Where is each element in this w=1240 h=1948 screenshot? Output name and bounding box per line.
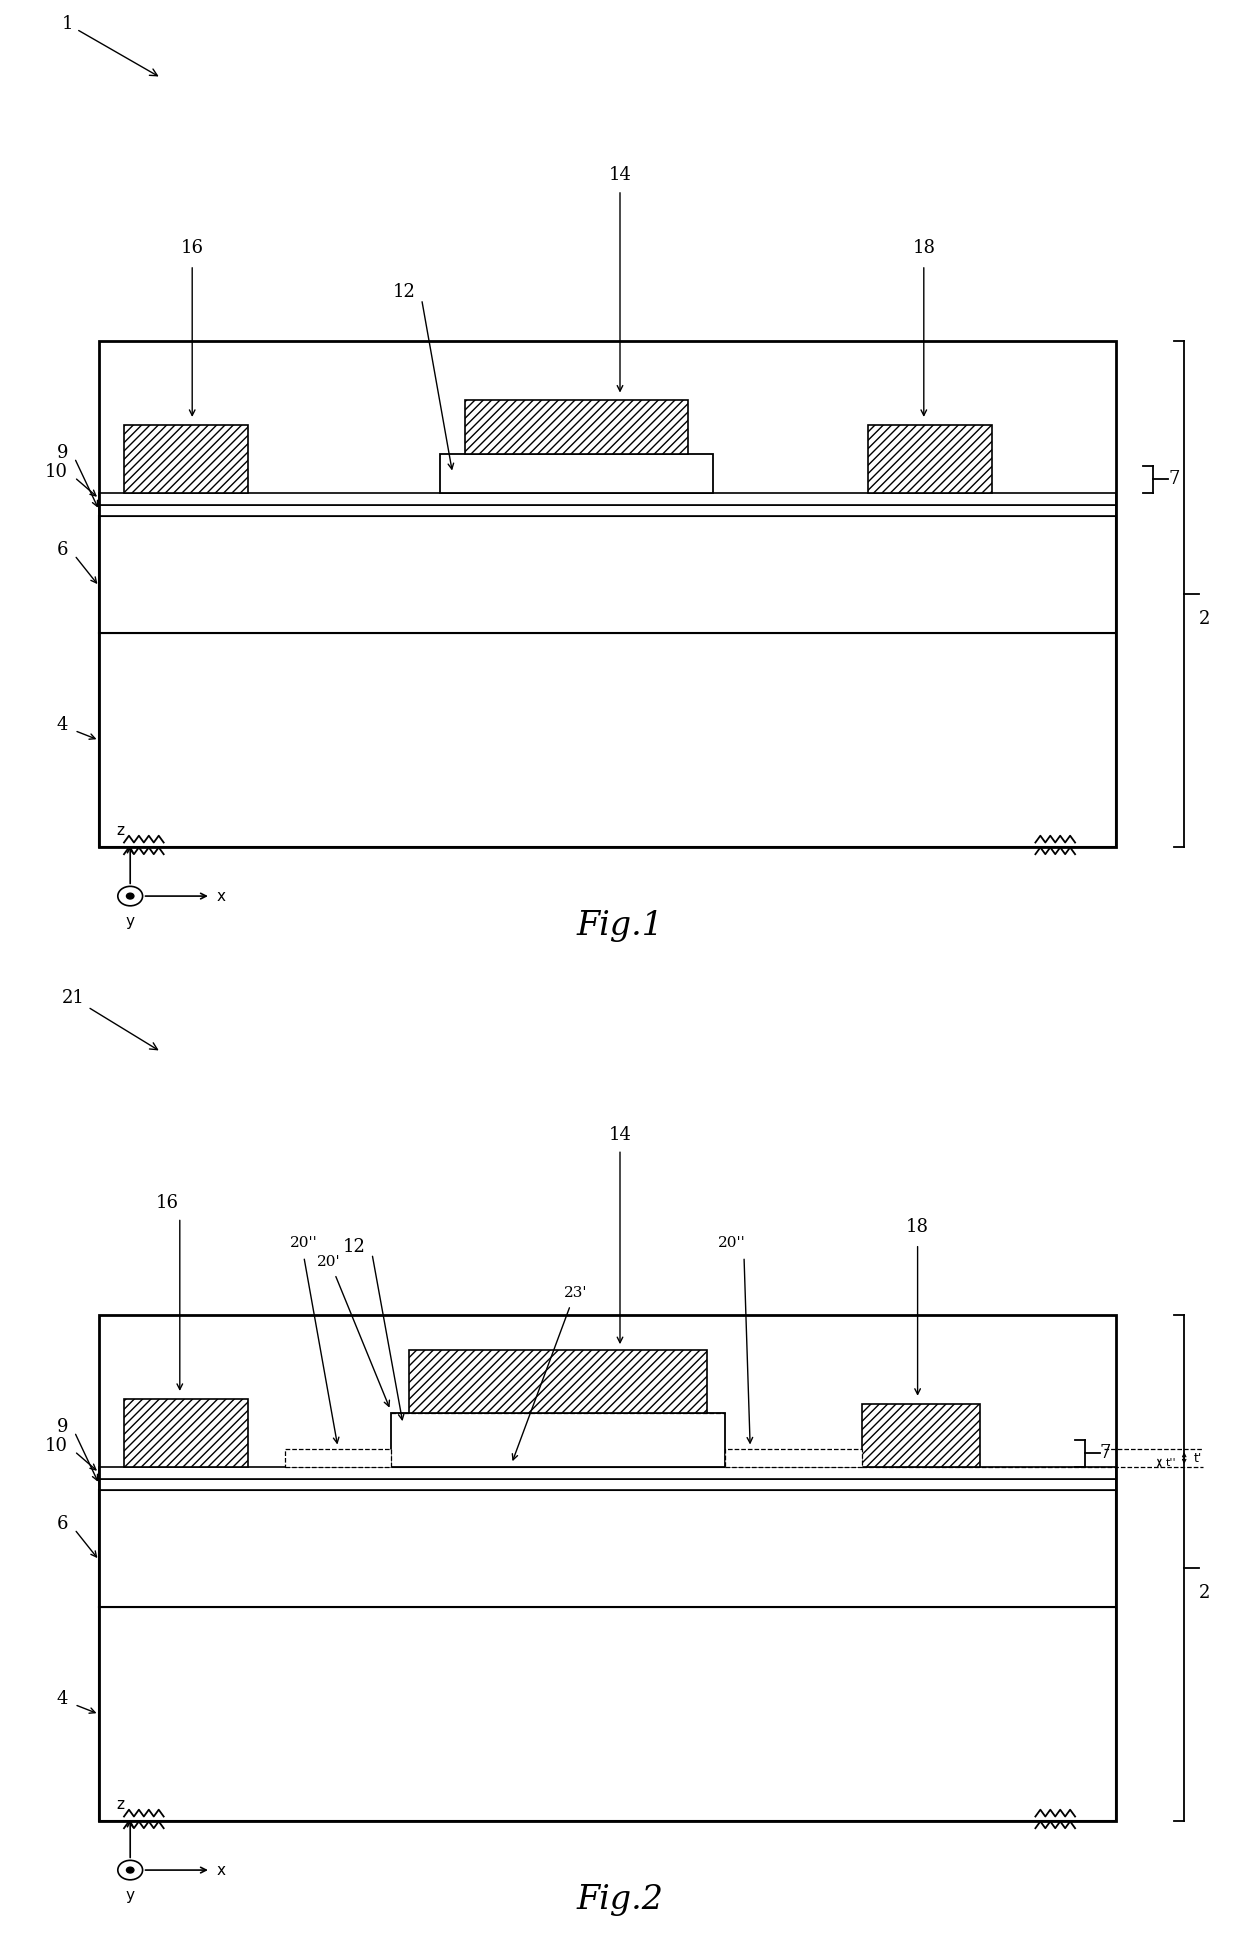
Text: 2: 2 [1199, 1584, 1210, 1603]
Circle shape [126, 892, 134, 898]
Bar [99, 341, 1116, 847]
Bar [409, 1350, 707, 1414]
Bar [99, 1479, 1116, 1490]
Text: y: y [125, 914, 135, 929]
Bar [440, 454, 713, 493]
Text: 10: 10 [45, 1438, 68, 1455]
Text: 6: 6 [57, 542, 68, 559]
Bar [99, 1467, 1116, 1479]
Text: x: x [217, 1862, 226, 1878]
Bar [99, 505, 1116, 516]
Bar [868, 425, 992, 493]
Bar [99, 1607, 1116, 1821]
Text: 12: 12 [343, 1237, 366, 1256]
Text: 12: 12 [393, 282, 415, 302]
Circle shape [126, 1866, 134, 1874]
Bar [285, 1449, 391, 1467]
Text: 21: 21 [62, 990, 157, 1050]
Bar [99, 1490, 1116, 1607]
Text: 23': 23' [564, 1286, 588, 1301]
Text: 16: 16 [181, 240, 203, 257]
Text: 10: 10 [45, 464, 68, 481]
Text: 20'': 20'' [290, 1235, 317, 1251]
Text: 7: 7 [1100, 1443, 1111, 1463]
Bar [99, 516, 1116, 633]
Text: t': t' [1194, 1451, 1203, 1465]
Text: z: z [117, 1796, 124, 1812]
Text: 4: 4 [57, 1691, 68, 1708]
Text: 9: 9 [57, 444, 68, 462]
Bar [124, 1399, 248, 1467]
Text: 6: 6 [57, 1516, 68, 1533]
Text: 4: 4 [57, 717, 68, 734]
Text: 16: 16 [156, 1194, 179, 1212]
Text: 18: 18 [906, 1218, 929, 1237]
Text: 20': 20' [316, 1255, 341, 1270]
Text: 2: 2 [1199, 610, 1210, 629]
Text: x: x [217, 888, 226, 904]
Text: Fig.2: Fig.2 [577, 1884, 663, 1917]
Text: 1: 1 [62, 16, 157, 76]
Text: 20'': 20'' [718, 1235, 745, 1251]
Text: Fig.1: Fig.1 [577, 910, 663, 943]
Bar [124, 425, 248, 493]
Text: 7: 7 [1168, 469, 1179, 489]
Bar [99, 1315, 1116, 1821]
Text: 9: 9 [57, 1418, 68, 1436]
Bar [391, 1459, 725, 1467]
Text: 18: 18 [913, 240, 935, 257]
Text: 14: 14 [609, 1126, 631, 1143]
Bar [99, 493, 1116, 505]
Bar [391, 1412, 725, 1467]
Text: t'': t'' [1166, 1457, 1177, 1469]
Bar [725, 1449, 862, 1467]
Text: 14: 14 [609, 166, 631, 185]
Text: y: y [125, 1888, 135, 1903]
Bar [99, 633, 1116, 847]
Bar [471, 1459, 552, 1467]
Bar [862, 1403, 980, 1467]
Bar [465, 399, 688, 454]
Text: z: z [117, 822, 124, 838]
